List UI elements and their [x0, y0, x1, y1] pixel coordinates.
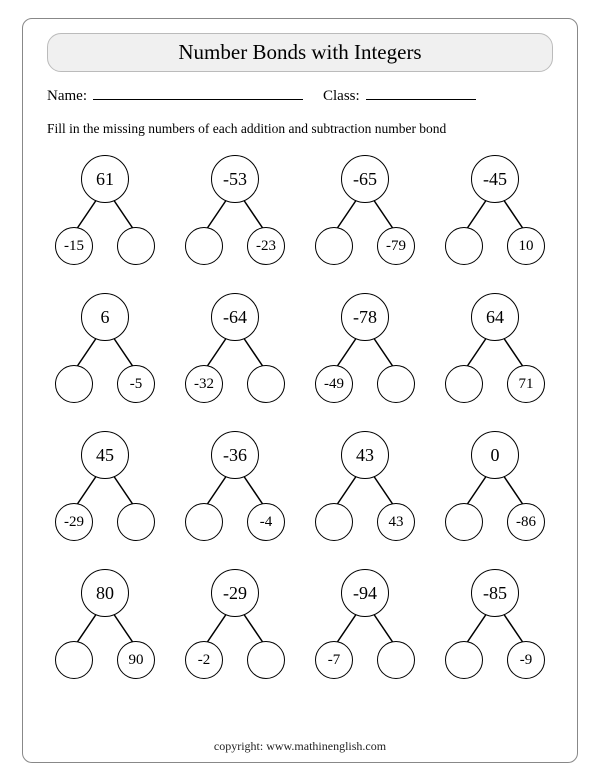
- bond-left-circle[interactable]: [315, 503, 353, 541]
- bond-left-circle[interactable]: [445, 365, 483, 403]
- bond-left-circle: -15: [55, 227, 93, 265]
- bond-left-circle: -49: [315, 365, 353, 403]
- bond-right-circle[interactable]: [377, 641, 415, 679]
- bond-left-circle[interactable]: [315, 227, 353, 265]
- bond-left-circle: -29: [55, 503, 93, 541]
- number-bond: -64 -32: [173, 293, 297, 403]
- bond-left-circle[interactable]: [445, 227, 483, 265]
- worksheet-frame: Number Bonds with Integers Name: Class: …: [22, 18, 578, 763]
- bond-right-circle: 90: [117, 641, 155, 679]
- bond-right-circle[interactable]: [247, 641, 285, 679]
- bond-right-circle[interactable]: [377, 365, 415, 403]
- number-bond: -65 -79: [303, 155, 427, 265]
- bond-left-circle[interactable]: [445, 641, 483, 679]
- bond-top-circle: 0: [471, 431, 519, 479]
- class-blank[interactable]: [366, 86, 476, 100]
- bond-right-circle: -86: [507, 503, 545, 541]
- bond-left-circle: -7: [315, 641, 353, 679]
- number-bond: -85 -9: [433, 569, 557, 679]
- bond-top-circle: -65: [341, 155, 389, 203]
- bond-left-circle[interactable]: [55, 641, 93, 679]
- bond-top-circle: 43: [341, 431, 389, 479]
- bond-top-circle: 6: [81, 293, 129, 341]
- bond-right-circle: -9: [507, 641, 545, 679]
- bond-right-circle: -79: [377, 227, 415, 265]
- number-bond: 80 90: [43, 569, 167, 679]
- bond-right-circle: -23: [247, 227, 285, 265]
- bond-left-circle: -2: [185, 641, 223, 679]
- bond-left-circle[interactable]: [445, 503, 483, 541]
- bond-left-circle[interactable]: [185, 227, 223, 265]
- bond-top-circle: -53: [211, 155, 259, 203]
- name-class-row: Name: Class:: [47, 86, 553, 105]
- bond-top-circle: -45: [471, 155, 519, 203]
- bond-top-circle: -85: [471, 569, 519, 617]
- number-bond: 43 43: [303, 431, 427, 541]
- worksheet-title: Number Bonds with Integers: [47, 33, 553, 72]
- bond-top-circle: -36: [211, 431, 259, 479]
- instructions-text: Fill in the missing numbers of each addi…: [47, 121, 553, 137]
- number-bond: 61 -15: [43, 155, 167, 265]
- class-label: Class:: [323, 88, 360, 105]
- number-bond: -45 10: [433, 155, 557, 265]
- number-bond: 45 -29: [43, 431, 167, 541]
- bond-left-circle: -32: [185, 365, 223, 403]
- bond-top-circle: 45: [81, 431, 129, 479]
- bond-right-circle: 10: [507, 227, 545, 265]
- bond-top-circle: 80: [81, 569, 129, 617]
- bond-top-circle: -64: [211, 293, 259, 341]
- bond-right-circle: -5: [117, 365, 155, 403]
- number-bond: -94 -7: [303, 569, 427, 679]
- bond-left-circle[interactable]: [185, 503, 223, 541]
- number-bond: 6 -5: [43, 293, 167, 403]
- number-bond: 0 -86: [433, 431, 557, 541]
- bond-top-circle: 64: [471, 293, 519, 341]
- name-label: Name:: [47, 88, 87, 105]
- bond-right-circle: 43: [377, 503, 415, 541]
- bond-right-circle[interactable]: [117, 227, 155, 265]
- bond-top-circle: -94: [341, 569, 389, 617]
- bond-top-circle: 61: [81, 155, 129, 203]
- bond-right-circle: 71: [507, 365, 545, 403]
- copyright-text: copyright: www.mathinenglish.com: [23, 739, 577, 754]
- number-bond: -36 -4: [173, 431, 297, 541]
- bond-right-circle[interactable]: [247, 365, 285, 403]
- name-blank[interactable]: [93, 86, 303, 100]
- bond-top-circle: -29: [211, 569, 259, 617]
- bond-right-circle[interactable]: [117, 503, 155, 541]
- number-bond: -29 -2: [173, 569, 297, 679]
- bond-top-circle: -78: [341, 293, 389, 341]
- bond-left-circle[interactable]: [55, 365, 93, 403]
- number-bond: 64 71: [433, 293, 557, 403]
- number-bond: -53 -23: [173, 155, 297, 265]
- number-bond-grid: 61 -15 -53 -23 -65 -79 -45 10 6 -5 -64 -32 -78 -49 64 7…: [41, 155, 559, 679]
- number-bond: -78 -49: [303, 293, 427, 403]
- bond-right-circle: -4: [247, 503, 285, 541]
